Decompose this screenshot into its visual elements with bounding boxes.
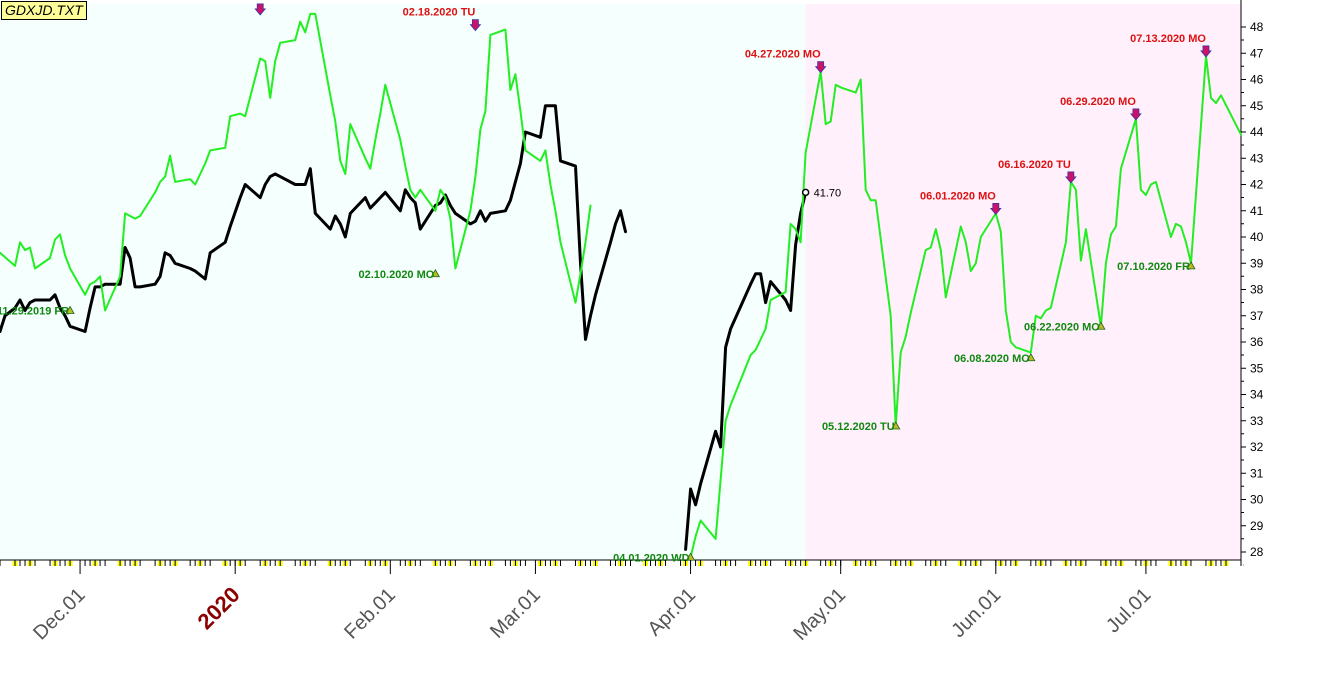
- x-tick-label: Dec.01: [29, 584, 89, 644]
- y-tick-label: 34: [1250, 388, 1264, 402]
- peak-label: 06.29.2020 MO: [1060, 96, 1136, 108]
- peak-marker: [989, 202, 1002, 215]
- series-lines: [0, 12, 1242, 559]
- y-tick-label: 29: [1250, 519, 1264, 533]
- series-1-segment-0: [0, 12, 592, 312]
- trough-label: 07.10.2020 FR: [1117, 261, 1190, 273]
- trough-label: 02.10.2020 MO: [359, 269, 435, 281]
- peak-label: 07.13.2020 MO: [1130, 33, 1206, 45]
- x-tick-label: Feb.01: [340, 584, 400, 644]
- day-cell: [0, 561, 3, 566]
- y-tick-label: 48: [1250, 20, 1264, 34]
- y-tick-label: 28: [1250, 545, 1264, 559]
- x-tick-label: Jul.01: [1102, 584, 1155, 637]
- x-tick-label: Apr.01: [644, 584, 700, 640]
- peak-marker: [1200, 45, 1212, 58]
- peak-marker: [814, 61, 827, 74]
- y-tick-label: 42: [1250, 178, 1264, 192]
- series-0-segment-1: [684, 190, 808, 551]
- peak-marker: [254, 3, 267, 16]
- y-tick-label: 35: [1250, 361, 1264, 375]
- x-tick-label: 2020: [192, 582, 244, 634]
- peak-marker: [1065, 171, 1077, 184]
- trough-label: 11.29.2019 FR: [0, 306, 69, 318]
- trough-label: 05.12.2020 TU: [822, 421, 895, 433]
- peak-label: 04.27.2020 MO: [745, 49, 821, 61]
- x-axis: Dec.01 2020 Feb.01 Mar.01 Apr.01 May.01 Jun.01…: [0, 560, 1244, 645]
- trough-label: 06.08.2020 MO: [954, 353, 1030, 365]
- trough-marker: [430, 268, 441, 278]
- y-tick-label: 39: [1250, 256, 1264, 270]
- y-tick-label: 38: [1250, 283, 1264, 297]
- y-tick-label: 45: [1250, 99, 1264, 113]
- y-tick-label: 41: [1250, 204, 1264, 218]
- trough-label: 06.22.2020 MO: [1024, 321, 1100, 333]
- shaded-regions: [0, 4, 1241, 560]
- last-price-dot: [801, 188, 810, 197]
- last-price-label: 41.70: [814, 187, 842, 199]
- shaded-region-1: [805, 4, 1241, 560]
- series-1-segment-1: [689, 54, 1242, 559]
- y-tick-label: 37: [1250, 309, 1264, 323]
- series-0-segment-0: [0, 104, 627, 341]
- trough-marker: [1096, 321, 1106, 330]
- peak-marker: [1130, 108, 1142, 121]
- y-tick-label: 40: [1250, 230, 1264, 244]
- ticker-label: GDXJD.TXT: [1, 1, 87, 20]
- trough-marker: [1186, 261, 1196, 270]
- y-tick-label: 46: [1250, 73, 1264, 87]
- y-tick-label: 43: [1250, 151, 1264, 165]
- y-tick-label: 36: [1250, 335, 1264, 349]
- trough-marker: [1026, 352, 1036, 362]
- y-tick-label: 31: [1250, 466, 1264, 480]
- x-tick-label: May.01: [789, 584, 850, 645]
- y-tick-label: 44: [1250, 125, 1264, 139]
- peak-label: 06.16.2020 TU: [998, 159, 1071, 171]
- y-tick-label: 32: [1250, 440, 1264, 454]
- x-tick-label: Jun.01: [947, 584, 1005, 642]
- x-tick-label: Mar.01: [486, 584, 545, 643]
- y-axis: 28 29 30 31 32 33 34 35 36 37 38 39 40 41 42 43 44 45 46 47…: [1241, 20, 1264, 566]
- trough-marker: [65, 305, 75, 314]
- y-tick-label: 47: [1250, 46, 1264, 60]
- y-tick-label: 33: [1250, 414, 1264, 428]
- swing-markers: 01.06.2020 MO 02.18.2020 TU 04.27.2020 MO 0…: [0, 0, 1212, 564]
- peak-label: 02.18.2020 TU: [403, 7, 476, 19]
- peak-label: 06.01.2020 MO: [920, 190, 996, 202]
- y-tick-label: 30: [1250, 493, 1264, 507]
- trough-marker: [891, 421, 901, 430]
- peak-label: 01.06.2020 MO: [184, 0, 260, 3]
- peak-marker: [469, 19, 482, 32]
